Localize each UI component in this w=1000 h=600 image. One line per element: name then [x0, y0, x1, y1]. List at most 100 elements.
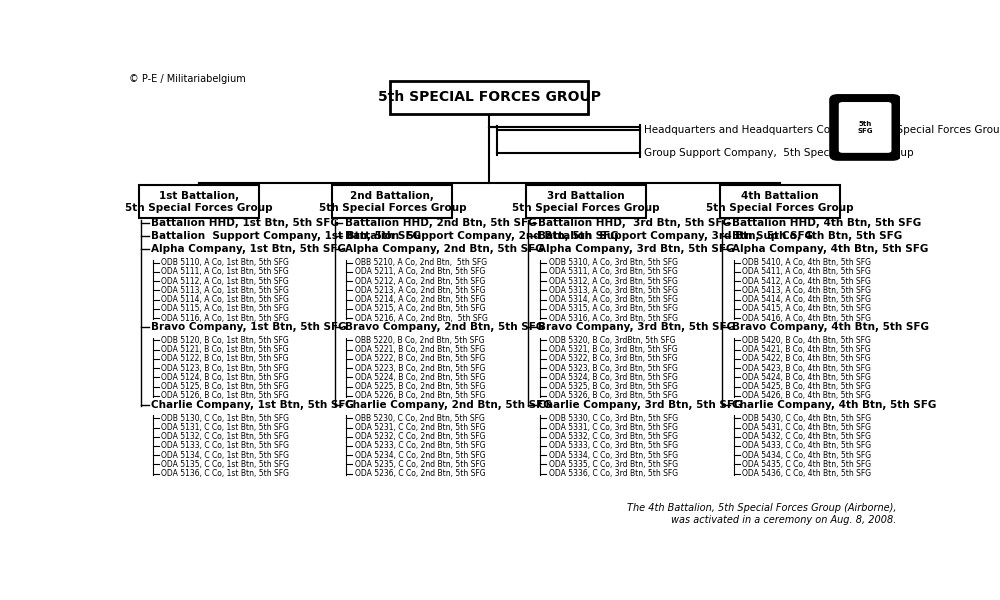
Text: Btn Sup Co, 4th Btn, 5th SFG: Btn Sup Co, 4th Btn, 5th SFG: [732, 231, 902, 241]
Text: Battalion  Support Company, 3rd Btn,  5th SFG: Battalion Support Company, 3rd Btn, 5th …: [538, 231, 814, 241]
Text: ODA 5133, C Co, 1st Btn, 5th SFG: ODA 5133, C Co, 1st Btn, 5th SFG: [161, 442, 289, 451]
Text: Alpha Company, 3rd Btn, 5th SFG: Alpha Company, 3rd Btn, 5th SFG: [538, 244, 735, 254]
Text: ODA 5213, A Co, 2nd Btn, 5th SFG: ODA 5213, A Co, 2nd Btn, 5th SFG: [355, 286, 485, 295]
Text: ODA 5235, C Co, 2nd Btn, 5th SFG: ODA 5235, C Co, 2nd Btn, 5th SFG: [355, 460, 485, 469]
Text: OBB 5230, C Co, 2nd Btn, 5th SFG: OBB 5230, C Co, 2nd Btn, 5th SFG: [355, 414, 485, 423]
Text: ODB 5120, B Co, 1st Btn, 5th SFG: ODB 5120, B Co, 1st Btn, 5th SFG: [161, 336, 289, 345]
Text: Charlie Company, 4th Btn, 5th SFG: Charlie Company, 4th Btn, 5th SFG: [732, 400, 937, 410]
Text: 3rd Battalion
5th Special Forces Group: 3rd Battalion 5th Special Forces Group: [512, 191, 660, 212]
Text: ODB 5130, C Co, 1st Btn, 5th SFG: ODB 5130, C Co, 1st Btn, 5th SFG: [161, 414, 289, 423]
Text: ODA 5413, A Co, 4th Btn, 5th SFG: ODA 5413, A Co, 4th Btn, 5th SFG: [742, 286, 871, 295]
Text: ODA 5324, B Co, 3rd Btn, 5th SFG: ODA 5324, B Co, 3rd Btn, 5th SFG: [549, 373, 677, 382]
Text: ODA 5223, B Co, 2nd Btn, 5th SFG: ODA 5223, B Co, 2nd Btn, 5th SFG: [355, 364, 485, 373]
FancyBboxPatch shape: [839, 102, 891, 153]
Text: ODA 5333, C Co, 3rd Btn, 5th SFG: ODA 5333, C Co, 3rd Btn, 5th SFG: [549, 442, 678, 451]
Text: ODA 5313, A Co, 3rd Btn, 5th SFG: ODA 5313, A Co, 3rd Btn, 5th SFG: [549, 286, 678, 295]
Text: ODA 5221, B Co, 2nd Btn, 5th SFG: ODA 5221, B Co, 2nd Btn, 5th SFG: [355, 345, 485, 354]
Text: ODA 5433, C Co, 4th Btn, 5th SFG: ODA 5433, C Co, 4th Btn, 5th SFG: [742, 442, 871, 451]
Text: © P-E / Militariabelgium: © P-E / Militariabelgium: [129, 74, 246, 85]
Text: ODA 5233, C Co, 2nd Btn, 5th SFG: ODA 5233, C Co, 2nd Btn, 5th SFG: [355, 442, 485, 451]
Text: ODA 5211, A Co, 2nd Btn, 5th SFG: ODA 5211, A Co, 2nd Btn, 5th SFG: [355, 268, 485, 277]
Text: ODA 5216, A Co, 2nd Btn,  5th SFG: ODA 5216, A Co, 2nd Btn, 5th SFG: [355, 314, 488, 323]
Text: ODA 5135, C Co, 1st Btn, 5th SFG: ODA 5135, C Co, 1st Btn, 5th SFG: [161, 460, 289, 469]
Text: Charlie Company, 3rd Btn, 5th SFG: Charlie Company, 3rd Btn, 5th SFG: [538, 400, 743, 410]
Text: Bravo Company, 2nd Btn, 5th SFG: Bravo Company, 2nd Btn, 5th SFG: [345, 322, 544, 332]
Text: 4th Battalion
5th Special Forces Group: 4th Battalion 5th Special Forces Group: [706, 191, 854, 212]
Text: ODA 5331, C Co, 3rd Btn, 5th SFG: ODA 5331, C Co, 3rd Btn, 5th SFG: [549, 423, 678, 432]
Text: 1st Battalion,
5th Special Forces Group: 1st Battalion, 5th Special Forces Group: [125, 191, 272, 212]
FancyBboxPatch shape: [390, 81, 588, 113]
Text: ODA 5122, B Co, 1st Btn, 5th SFG: ODA 5122, B Co, 1st Btn, 5th SFG: [161, 355, 289, 364]
Text: ODA 5426, B Co, 4th Btn, 5th SFG: ODA 5426, B Co, 4th Btn, 5th SFG: [742, 391, 871, 400]
Text: ODA 5215, A Co, 2nd Btn, 5th SFG: ODA 5215, A Co, 2nd Btn, 5th SFG: [355, 304, 485, 313]
Text: ODA 5414, A Co, 4th Btn, 5th SFG: ODA 5414, A Co, 4th Btn, 5th SFG: [742, 295, 871, 304]
Text: ODA 5131, C Co, 1st Btn, 5th SFG: ODA 5131, C Co, 1st Btn, 5th SFG: [161, 423, 289, 432]
Text: ODB 5320, B Co, 3rdBtn, 5th SFG: ODB 5320, B Co, 3rdBtn, 5th SFG: [549, 336, 675, 345]
Text: ODA 5115, A Co, 1st Btn, 5th SFG: ODA 5115, A Co, 1st Btn, 5th SFG: [161, 304, 289, 313]
Text: The 4th Battalion, 5th Special Forces Group (Airborne),
was activated in a cerem: The 4th Battalion, 5th Special Forces Gr…: [627, 503, 896, 525]
Text: Bravo Company, 4th Btn, 5th SFG: Bravo Company, 4th Btn, 5th SFG: [732, 322, 929, 332]
Text: ODA 5423, B Co, 4th Btn, 5th SFG: ODA 5423, B Co, 4th Btn, 5th SFG: [742, 364, 871, 373]
Text: ODA 5126, B Co, 1st Btn, 5th SFG: ODA 5126, B Co, 1st Btn, 5th SFG: [161, 391, 289, 400]
Text: ODA 5212, A Co, 2nd Btn, 5th SFG: ODA 5212, A Co, 2nd Btn, 5th SFG: [355, 277, 485, 286]
Text: ODA 5315, A Co, 3rd Btn, 5th SFG: ODA 5315, A Co, 3rd Btn, 5th SFG: [549, 304, 678, 313]
Text: 5th SPECIAL FORCES GROUP: 5th SPECIAL FORCES GROUP: [378, 91, 601, 104]
Text: ODA 5335, C Co, 3rd Btn, 5th SFG: ODA 5335, C Co, 3rd Btn, 5th SFG: [549, 460, 678, 469]
Text: Bravo Company, 3rd Btn, 5th SFG: Bravo Company, 3rd Btn, 5th SFG: [538, 322, 736, 332]
Text: ODA 5411, A Co, 4th Btn, 5th SFG: ODA 5411, A Co, 4th Btn, 5th SFG: [742, 268, 871, 277]
Text: ODB 5310, A Co, 3rd Btn, 5th SFG: ODB 5310, A Co, 3rd Btn, 5th SFG: [549, 258, 678, 267]
Text: ODA 5114, A Co, 1st Btn, 5th SFG: ODA 5114, A Co, 1st Btn, 5th SFG: [161, 295, 289, 304]
Text: Battalion HHD, 1st Btn, 5th SFG: Battalion HHD, 1st Btn, 5th SFG: [151, 218, 339, 228]
Text: Battalion HHD, 2nd Btn, 5th SFG: Battalion HHD, 2nd Btn, 5th SFG: [345, 218, 536, 228]
Text: ODB 5330, C Co, 3rd Btn, 5th SFG: ODB 5330, C Co, 3rd Btn, 5th SFG: [549, 414, 678, 423]
Text: ODB 5410, A Co, 4th Btn, 5th SFG: ODB 5410, A Co, 4th Btn, 5th SFG: [742, 258, 871, 267]
FancyBboxPatch shape: [720, 185, 840, 218]
Text: Alpha Company, 4th Btn, 5th SFG: Alpha Company, 4th Btn, 5th SFG: [732, 244, 929, 254]
Text: ODA 5225, B Co, 2nd Btn, 5th SFG: ODA 5225, B Co, 2nd Btn, 5th SFG: [355, 382, 485, 391]
Text: ODA 5326, B Co, 3rd Btn, 5th SFG: ODA 5326, B Co, 3rd Btn, 5th SFG: [549, 391, 677, 400]
Text: ODA 5226, B Co, 2nd Btn, 5th SFG: ODA 5226, B Co, 2nd Btn, 5th SFG: [355, 391, 485, 400]
Text: ODA 5134, C Co, 1st Btn, 5th SFG: ODA 5134, C Co, 1st Btn, 5th SFG: [161, 451, 289, 460]
Text: 2nd Battalion,
5th Special Forces Group: 2nd Battalion, 5th Special Forces Group: [319, 191, 466, 212]
Text: ODA 5435, C Co, 4th Btn, 5th SFG: ODA 5435, C Co, 4th Btn, 5th SFG: [742, 460, 871, 469]
Text: Bravo Company, 1st Btn, 5th SFG: Bravo Company, 1st Btn, 5th SFG: [151, 322, 347, 332]
Text: ODA 5231, C Co, 2nd Btn, 5th SFG: ODA 5231, C Co, 2nd Btn, 5th SFG: [355, 423, 485, 432]
Text: Alpha Company, 1st Btn, 5th SFG: Alpha Company, 1st Btn, 5th SFG: [151, 244, 346, 254]
Text: ODA 5214, A Co, 2nd Btn, 5th SFG: ODA 5214, A Co, 2nd Btn, 5th SFG: [355, 295, 485, 304]
Text: ODA 5113, A Co, 1st Btn, 5th SFG: ODA 5113, A Co, 1st Btn, 5th SFG: [161, 286, 289, 295]
Text: ODA 5224, B Co, 2nd Btn, 5th SFG: ODA 5224, B Co, 2nd Btn, 5th SFG: [355, 373, 485, 382]
Text: ODA 5111, A Co, 1st Btn, 5th SFG: ODA 5111, A Co, 1st Btn, 5th SFG: [161, 268, 289, 277]
Text: OBB 5220, B Co, 2nd Btn, 5th SFG: OBB 5220, B Co, 2nd Btn, 5th SFG: [355, 336, 484, 345]
Text: ODA 5314, A Co, 3rd Btn, 5th SFG: ODA 5314, A Co, 3rd Btn, 5th SFG: [549, 295, 678, 304]
Text: ODA 5425, B Co, 4th Btn, 5th SFG: ODA 5425, B Co, 4th Btn, 5th SFG: [742, 382, 871, 391]
Text: ODB 5110, A Co, 1st Btn, 5th SFG: ODB 5110, A Co, 1st Btn, 5th SFG: [161, 258, 289, 267]
Text: ODB 5430, C Co, 4th Btn, 5th SFG: ODB 5430, C Co, 4th Btn, 5th SFG: [742, 414, 871, 423]
Text: ODA 5124, B Co, 1st Btn, 5th SFG: ODA 5124, B Co, 1st Btn, 5th SFG: [161, 373, 289, 382]
Text: Battalion  Support Company, 1st Btn, 5th SFG: Battalion Support Company, 1st Btn, 5th …: [151, 231, 421, 241]
Text: ODA 5232, C Co, 2nd Btn, 5th SFG: ODA 5232, C Co, 2nd Btn, 5th SFG: [355, 432, 485, 441]
Text: Alpha Company, 2nd Btn, 5th SFG: Alpha Company, 2nd Btn, 5th SFG: [345, 244, 543, 254]
Text: ODA 5121, B Co, 1st Btn, 5th SFG: ODA 5121, B Co, 1st Btn, 5th SFG: [161, 345, 289, 354]
Text: ODA 5325, B Co, 3rd Btn, 5th SFG: ODA 5325, B Co, 3rd Btn, 5th SFG: [549, 382, 677, 391]
Text: ODA 5322, B Co, 3rd Btn, 5th SFG: ODA 5322, B Co, 3rd Btn, 5th SFG: [549, 355, 677, 364]
Text: ODA 5421, B Co, 4th Btn, 5th SFG: ODA 5421, B Co, 4th Btn, 5th SFG: [742, 345, 871, 354]
Text: ODA 5311, A Co, 3rd Btn, 5th SFG: ODA 5311, A Co, 3rd Btn, 5th SFG: [549, 268, 677, 277]
Text: ODA 5424, B Co, 4th Btn, 5th SFG: ODA 5424, B Co, 4th Btn, 5th SFG: [742, 373, 871, 382]
Text: ODA 5415, A Co, 4th Btn, 5th SFG: ODA 5415, A Co, 4th Btn, 5th SFG: [742, 304, 871, 313]
Text: Group Support Company,  5th Special Forces Group: Group Support Company, 5th Special Force…: [644, 148, 914, 158]
Text: ODA 5332, C Co, 3rd Btn, 5th SFG: ODA 5332, C Co, 3rd Btn, 5th SFG: [549, 432, 678, 441]
FancyBboxPatch shape: [332, 185, 452, 218]
Text: Battalion HHD,  3rd Btn, 5th SFG: Battalion HHD, 3rd Btn, 5th SFG: [538, 218, 731, 228]
Text: Charlie Company, 2nd Btn, 5th SFG: Charlie Company, 2nd Btn, 5th SFG: [345, 400, 551, 410]
FancyBboxPatch shape: [526, 185, 646, 218]
Text: ODA 5116, A Co, 1st Btn, 5th SFG: ODA 5116, A Co, 1st Btn, 5th SFG: [161, 314, 289, 323]
Text: ODA 5432, C Co, 4th Btn, 5th SFG: ODA 5432, C Co, 4th Btn, 5th SFG: [742, 432, 871, 441]
Text: ODA 5334, C Co, 3rd Btn, 5th SFG: ODA 5334, C Co, 3rd Btn, 5th SFG: [549, 451, 678, 460]
Text: OBB 5210, A Co, 2nd Btn,  5th SFG: OBB 5210, A Co, 2nd Btn, 5th SFG: [355, 258, 487, 267]
Text: Charlie Company, 1st Btn, 5th SFG: Charlie Company, 1st Btn, 5th SFG: [151, 400, 354, 410]
Text: ODA 5431, C Co, 4th Btn, 5th SFG: ODA 5431, C Co, 4th Btn, 5th SFG: [742, 423, 871, 432]
Text: ODA 5136, C Co, 1st Btn, 5th SFG: ODA 5136, C Co, 1st Btn, 5th SFG: [161, 469, 289, 478]
Text: ODA 5321, B Co, 3rd Btn, 5th SFG: ODA 5321, B Co, 3rd Btn, 5th SFG: [549, 345, 677, 354]
Text: Battalion  Support Company, 2nd Btn, 5th SFG: Battalion Support Company, 2nd Btn, 5th …: [345, 231, 618, 241]
Text: ODA 5436, C Co, 4th Btn, 5th SFG: ODA 5436, C Co, 4th Btn, 5th SFG: [742, 469, 871, 478]
